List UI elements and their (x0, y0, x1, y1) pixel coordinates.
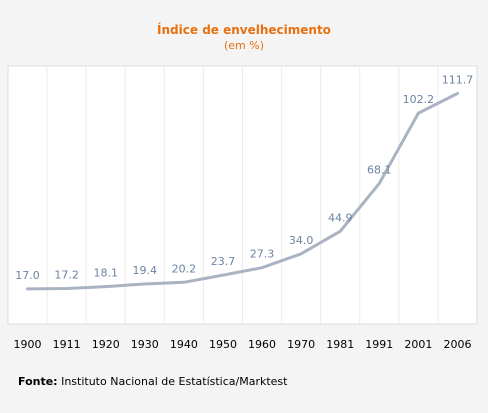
chart-title: Índice de envelhecimento (157, 23, 331, 37)
data-label: 27.3 (250, 248, 275, 261)
x-tick-label: 1920 (92, 338, 120, 351)
data-label: 111.7 (442, 73, 474, 86)
data-label: 102.2 (403, 93, 435, 106)
data-label: 20.2 (172, 262, 197, 275)
data-label: 17.2 (54, 268, 79, 281)
data-label: 17.0 (15, 269, 40, 282)
series-line (26, 92, 459, 291)
x-tick-label: 1950 (209, 338, 237, 351)
source-label: Fonte: (18, 375, 58, 388)
source-note: Fonte: Instituto Nacional de Estatística… (18, 375, 287, 388)
data-label: 68.1 (367, 163, 392, 176)
x-tick-label: 1911 (53, 338, 81, 351)
x-tick-label: 1991 (365, 338, 393, 351)
x-tick-label: 1940 (170, 338, 198, 351)
data-label: 18.1 (93, 267, 118, 280)
x-tick-label: 1981 (326, 338, 354, 351)
x-tick-label: 2001 (404, 338, 432, 351)
data-label: 34.0 (289, 234, 314, 247)
source-text: Instituto Nacional de Estatística/Markte… (61, 375, 288, 388)
data-label: 23.7 (211, 255, 236, 268)
x-tick-label: 1960 (248, 338, 276, 351)
data-label: 19.4 (133, 264, 158, 277)
chart-subtitle: (em %) (223, 39, 264, 52)
x-tick-label: 1900 (14, 338, 42, 351)
x-tick-label: 2006 (443, 338, 471, 351)
x-tick-label: 1970 (287, 338, 315, 351)
data-label: 44.9 (328, 211, 353, 224)
x-tick-label: 1930 (131, 338, 159, 351)
